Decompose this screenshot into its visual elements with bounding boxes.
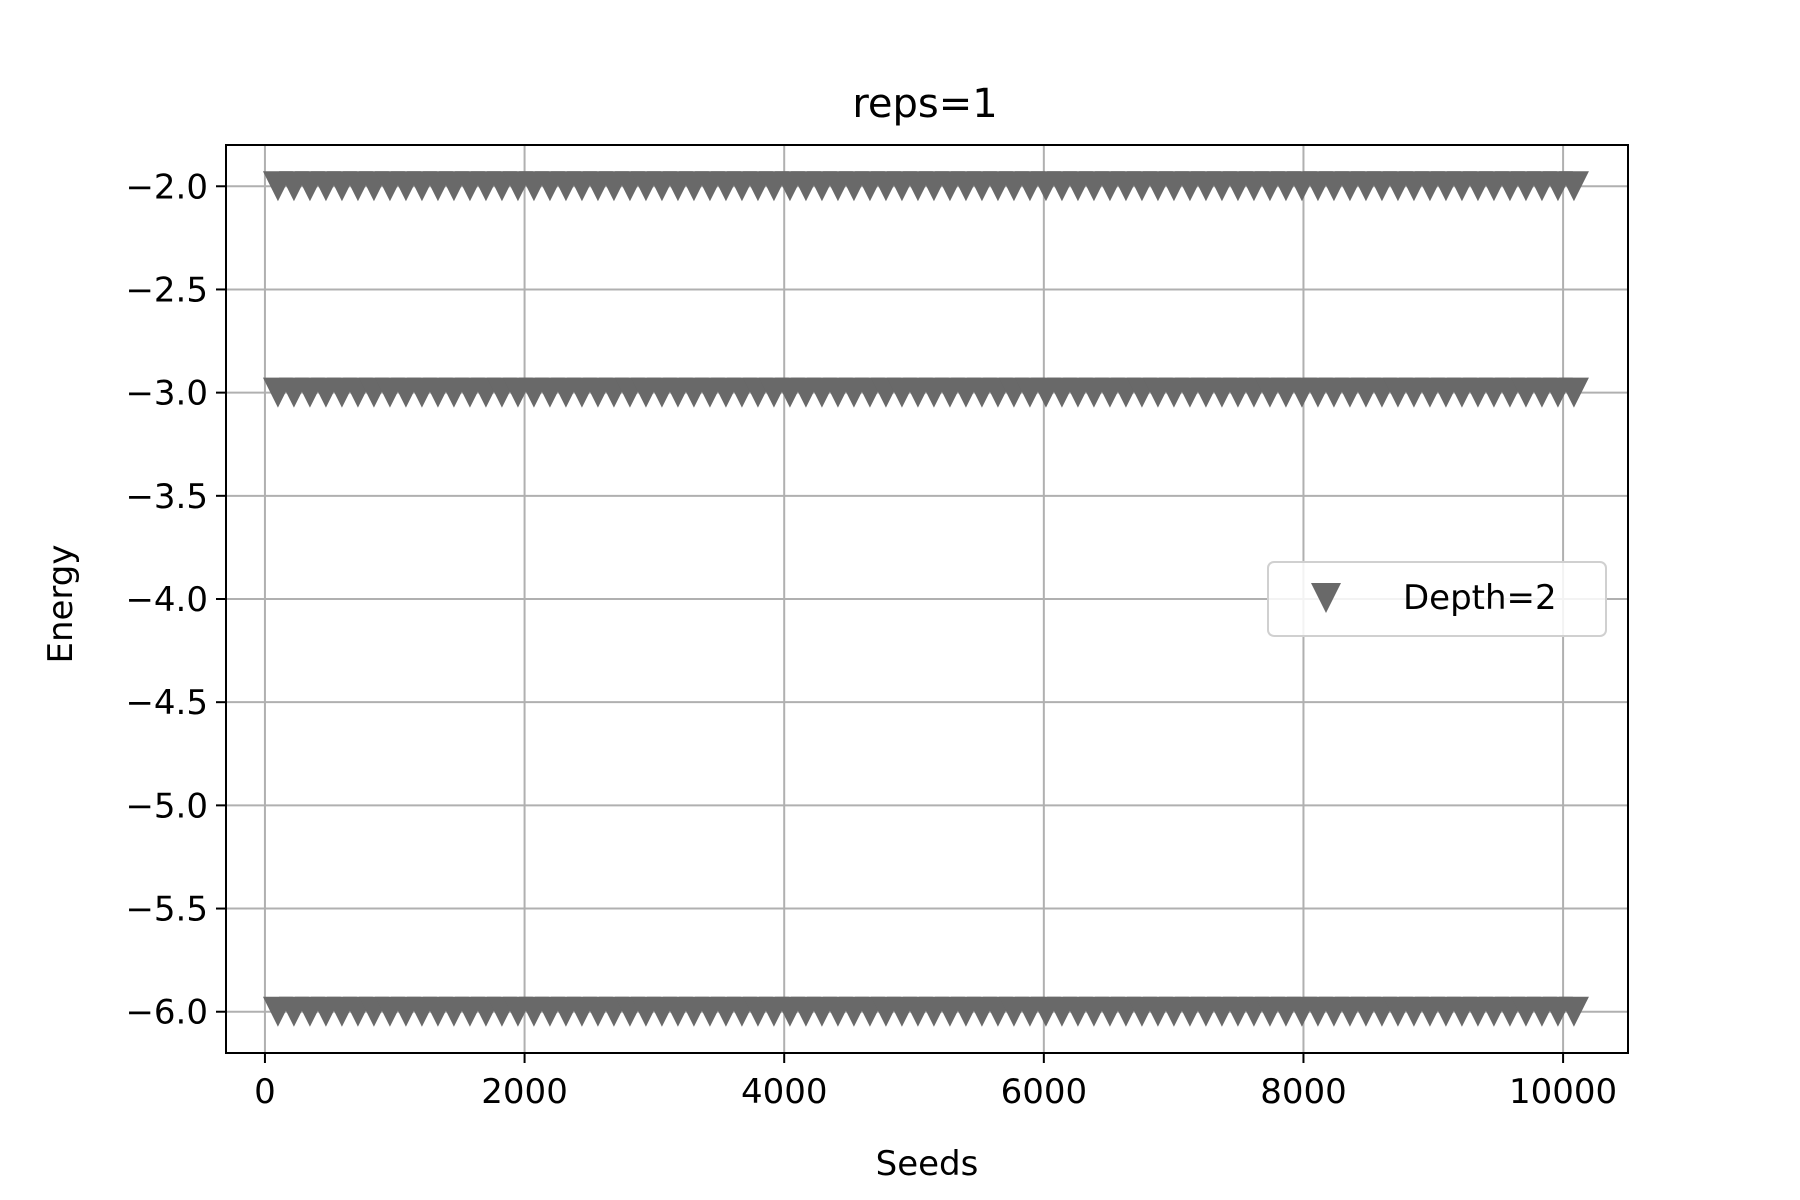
series-depth-2	[262, 171, 1589, 1027]
chart-title: reps=1	[852, 81, 997, 127]
y-tick-label: −5.5	[125, 890, 208, 930]
ticks: 0 2000 4000 6000 8000 10000 −2.0 −2.5 −3.0 −3.5 −4…	[125, 167, 1617, 1112]
y-tick-label: −4.5	[125, 683, 208, 723]
y-tick-label: −6.0	[125, 993, 208, 1033]
x-tick-label: 6000	[1001, 1072, 1088, 1112]
y-tick-label: −2.5	[125, 270, 208, 310]
x-tick-label: 8000	[1260, 1072, 1347, 1112]
x-tick-label: 0	[254, 1072, 276, 1112]
legend-box	[1267, 561, 1607, 637]
legend-label-depth-2: Depth=2	[1403, 578, 1557, 618]
x-axis-label: Seeds	[876, 1144, 979, 1184]
y-tick-label: −3.5	[125, 477, 208, 517]
data-markers	[262, 171, 1589, 1027]
data-point-triangle	[1558, 377, 1589, 408]
y-tick-label: −3.0	[125, 374, 208, 414]
legend: Depth=2	[1267, 561, 1607, 637]
data-point-triangle	[1558, 996, 1589, 1027]
y-tick-label: −4.0	[125, 580, 208, 620]
x-tick-label: 2000	[481, 1072, 568, 1112]
x-tick-label: 10000	[1509, 1072, 1617, 1112]
y-tick-label: −5.0	[125, 786, 208, 826]
legend-marker-triangle-down	[1311, 583, 1341, 613]
data-point-triangle	[1558, 171, 1589, 202]
y-tick-label: −2.0	[125, 167, 208, 207]
y-axis-label: Energy	[41, 544, 81, 663]
x-tick-label: 4000	[741, 1072, 828, 1112]
